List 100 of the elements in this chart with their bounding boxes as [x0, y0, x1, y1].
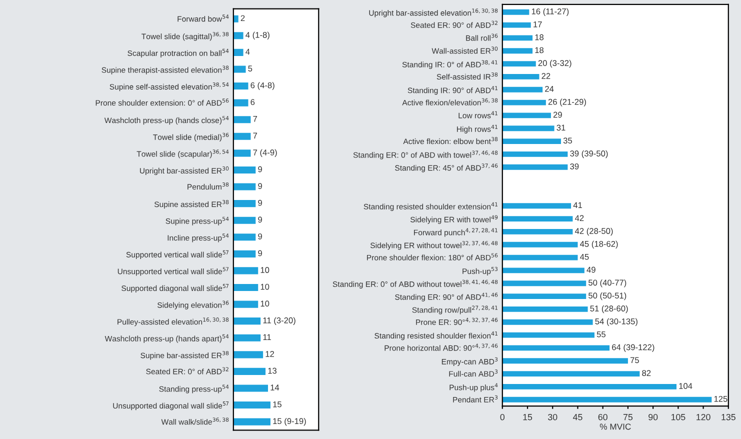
data-label: 82 — [642, 370, 651, 376]
data-label: 45 (18-62) — [580, 240, 618, 249]
data-label: 5 — [248, 66, 252, 72]
data-label: 10 — [260, 284, 270, 290]
bar — [502, 112, 551, 118]
data-label: 18 — [535, 47, 544, 54]
x-tick-label: 30 — [548, 414, 558, 420]
data-label: 11 (3-20) — [263, 317, 296, 325]
bar — [233, 384, 268, 392]
bar — [502, 306, 588, 312]
data-label: 50 (50-51) — [588, 292, 626, 300]
data-label: 12 — [266, 351, 274, 357]
bar — [502, 396, 712, 402]
data-label: 55 — [596, 331, 606, 338]
data-label: 16 (11-27) — [532, 8, 569, 16]
bar — [233, 267, 258, 274]
bar — [502, 138, 561, 144]
data-label: 104 — [679, 383, 692, 389]
bar — [233, 116, 251, 124]
bar — [233, 32, 244, 40]
x-tick-label: 105 — [671, 414, 686, 420]
bar — [233, 200, 256, 208]
data-label: 2 — [240, 15, 245, 22]
data-label: 7 — [253, 116, 258, 122]
bar — [502, 319, 593, 325]
data-label: 9 — [258, 200, 262, 206]
data-label: 15 (9-19) — [273, 418, 306, 426]
bar — [502, 332, 594, 338]
data-label: 39 — [570, 163, 579, 170]
bar — [233, 234, 256, 241]
bar — [233, 99, 248, 106]
bar — [502, 280, 586, 286]
bar — [502, 345, 610, 351]
data-label: 15 — [273, 401, 282, 408]
data-label: 20 (3-32) — [538, 60, 572, 68]
bar — [233, 150, 251, 157]
bar — [233, 216, 256, 224]
bar — [502, 203, 572, 209]
bar — [233, 166, 256, 174]
data-label: 64 (39-122) — [612, 344, 654, 352]
bar — [233, 66, 246, 73]
bar — [233, 368, 266, 375]
data-label: 45 — [580, 254, 589, 260]
data-label: 26 (21-29) — [548, 98, 586, 106]
data-label: 9 — [258, 166, 262, 172]
data-label: 9 — [258, 183, 262, 189]
x-axis-title: % MVIC — [600, 424, 631, 430]
data-label: 42 (28-50) — [574, 228, 613, 236]
bar — [502, 371, 640, 376]
data-label: 10 — [260, 267, 270, 273]
x-tick-label: 135 — [722, 414, 736, 420]
data-label: 9 — [258, 250, 262, 256]
data-label: 22 — [542, 73, 550, 79]
bar — [233, 351, 264, 358]
x-tick-label: 60 — [598, 414, 608, 420]
bar — [233, 284, 258, 292]
bar — [502, 358, 628, 364]
data-label: 6 (4-8) — [250, 82, 274, 90]
data-label: 4 — [246, 48, 250, 55]
data-label: 42 — [574, 215, 584, 221]
bar — [233, 250, 256, 258]
data-label: 7 — [253, 132, 258, 139]
data-label: 11 — [263, 334, 271, 340]
data-label: 17 — [534, 21, 542, 28]
x-tick-label: 90 — [648, 414, 658, 420]
bar — [233, 183, 256, 190]
bar — [502, 22, 531, 28]
bar — [233, 418, 270, 426]
bar — [233, 334, 261, 342]
data-label: 51 (28-60) — [590, 305, 628, 314]
bar — [502, 9, 530, 15]
bar — [502, 61, 536, 67]
data-label: 35 — [563, 138, 572, 144]
data-label: 7 (4-9) — [253, 149, 277, 158]
bar — [502, 254, 578, 260]
bar — [502, 294, 586, 299]
data-label: 31 — [556, 124, 566, 131]
bar — [233, 132, 251, 140]
data-label: 24 — [545, 86, 554, 92]
bar — [502, 164, 568, 170]
bar — [502, 74, 540, 80]
bar — [502, 268, 584, 274]
data-label: 18 — [535, 34, 544, 40]
bar — [233, 82, 248, 90]
data-label: 13 — [268, 368, 277, 374]
bar — [233, 15, 238, 22]
bar — [233, 300, 258, 308]
data-label: 39 (39-50) — [570, 150, 608, 158]
x-tick-label: 45 — [572, 414, 582, 420]
data-label: 125 — [714, 396, 728, 402]
bar — [502, 48, 533, 54]
bar — [502, 242, 578, 248]
x-tick-label: 120 — [696, 414, 710, 420]
bar — [502, 152, 568, 157]
bar — [502, 126, 554, 132]
bar — [502, 216, 573, 222]
data-label: 75 — [630, 357, 639, 364]
data-label: 50 (40-77) — [588, 279, 626, 288]
data-label: 9 — [258, 233, 262, 240]
x-tick-label: 15 — [523, 414, 532, 420]
